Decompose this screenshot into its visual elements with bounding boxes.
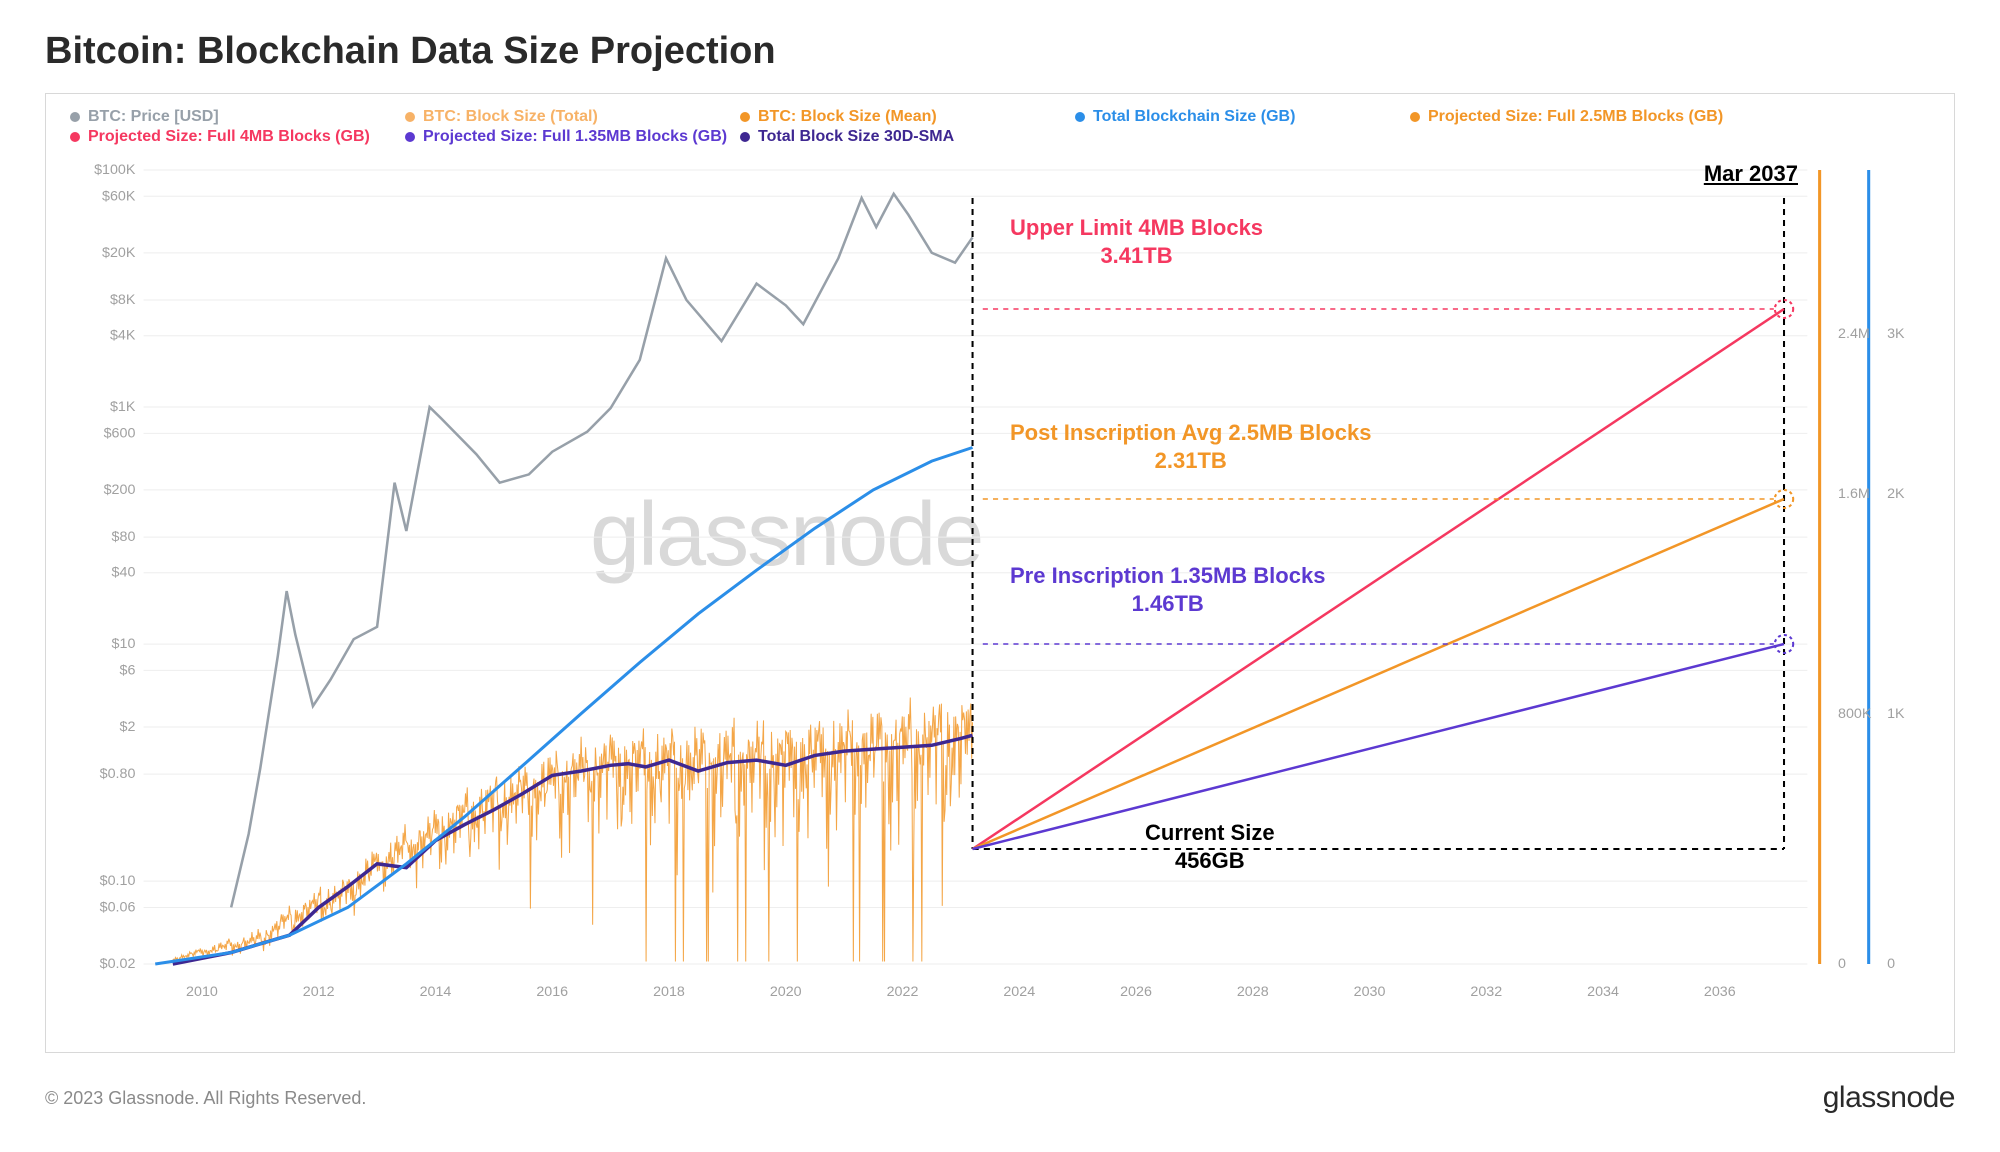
svg-text:$40: $40 bbox=[112, 564, 136, 580]
legend-dot bbox=[405, 112, 415, 122]
svg-text:1K: 1K bbox=[1887, 705, 1905, 721]
annot-upper-l2: 3.41TB bbox=[1010, 242, 1263, 270]
page-title: Bitcoin: Blockchain Data Size Projection bbox=[45, 30, 1955, 73]
legend-dot bbox=[740, 112, 750, 122]
svg-text:$8K: $8K bbox=[110, 291, 136, 307]
legend-label: BTC: Price [USD] bbox=[88, 108, 219, 126]
annot-mid: Post Inscription Avg 2.5MB Blocks 2.31TB bbox=[1010, 419, 1371, 474]
svg-text:2032: 2032 bbox=[1470, 983, 1502, 999]
svg-text:3K: 3K bbox=[1887, 325, 1905, 341]
annot-current-l1: Current Size bbox=[1145, 819, 1275, 847]
footer: © 2023 Glassnode. All Rights Reserved. g… bbox=[45, 1081, 1955, 1115]
annot-current: Current Size 456GB bbox=[1145, 819, 1275, 874]
annot-lower-l2: 1.46TB bbox=[1010, 590, 1325, 618]
svg-text:$200: $200 bbox=[104, 481, 136, 497]
svg-text:$4K: $4K bbox=[110, 327, 136, 343]
legend-label: Projected Size: Full 4MB Blocks (GB) bbox=[88, 128, 370, 146]
svg-text:2016: 2016 bbox=[536, 983, 568, 999]
svg-text:2028: 2028 bbox=[1237, 983, 1269, 999]
legend-item: Projected Size: Full 2.5MB Blocks (GB) bbox=[1410, 108, 1745, 126]
legend-item: BTC: Block Size (Total) bbox=[405, 108, 740, 126]
legend-dot bbox=[405, 132, 415, 142]
legend-label: Projected Size: Full 1.35MB Blocks (GB) bbox=[423, 128, 727, 146]
svg-text:2014: 2014 bbox=[420, 983, 452, 999]
svg-text:$80: $80 bbox=[112, 528, 136, 544]
legend-dot bbox=[70, 132, 80, 142]
legend-dot bbox=[1075, 112, 1085, 122]
annot-lower: Pre Inscription 1.35MB Blocks 1.46TB bbox=[1010, 562, 1325, 617]
annot-mid-l2: 2.31TB bbox=[1010, 447, 1371, 475]
legend-label: Total Block Size 30D-SMA bbox=[758, 128, 954, 146]
legend-label: Total Blockchain Size (GB) bbox=[1093, 108, 1295, 126]
plot-area: glassnode $100K$60K$20K$8K$4K$1K$600$200… bbox=[70, 154, 1930, 1014]
svg-text:$2: $2 bbox=[120, 718, 136, 734]
svg-text:2K: 2K bbox=[1887, 485, 1905, 501]
svg-text:$20K: $20K bbox=[102, 244, 136, 260]
chart-frame: BTC: Price [USD] BTC: Block Size (Total) B… bbox=[45, 93, 1955, 1053]
legend-label: BTC: Block Size (Mean) bbox=[758, 108, 937, 126]
annot-date-marker: Mar 2037 bbox=[1704, 160, 1798, 188]
svg-text:$10: $10 bbox=[112, 635, 136, 651]
svg-text:2010: 2010 bbox=[186, 983, 218, 999]
legend-item: Total Block Size 30D-SMA bbox=[740, 128, 1075, 146]
svg-text:2012: 2012 bbox=[303, 983, 335, 999]
copyright-text: © 2023 Glassnode. All Rights Reserved. bbox=[45, 1088, 366, 1109]
svg-text:$6: $6 bbox=[120, 662, 136, 678]
svg-text:0: 0 bbox=[1887, 955, 1895, 971]
legend-dot bbox=[70, 112, 80, 122]
annot-upper: Upper Limit 4MB Blocks 3.41TB bbox=[1010, 214, 1263, 269]
svg-text:2030: 2030 bbox=[1354, 983, 1386, 999]
svg-text:2036: 2036 bbox=[1704, 983, 1736, 999]
svg-text:2026: 2026 bbox=[1120, 983, 1152, 999]
svg-text:2022: 2022 bbox=[887, 983, 919, 999]
legend: BTC: Price [USD] BTC: Block Size (Total) B… bbox=[70, 108, 1930, 148]
svg-text:1.6M: 1.6M bbox=[1838, 485, 1870, 501]
legend-dot bbox=[1410, 112, 1420, 122]
svg-text:2.4M: 2.4M bbox=[1838, 325, 1870, 341]
brand-logo: glassnode bbox=[1823, 1081, 1955, 1115]
svg-text:$0.10: $0.10 bbox=[100, 872, 136, 888]
svg-text:$0.80: $0.80 bbox=[100, 765, 136, 781]
svg-text:$1K: $1K bbox=[110, 398, 136, 414]
svg-text:2024: 2024 bbox=[1003, 983, 1035, 999]
svg-text:2018: 2018 bbox=[653, 983, 685, 999]
svg-text:$600: $600 bbox=[104, 424, 136, 440]
legend-item: Total Blockchain Size (GB) bbox=[1075, 108, 1410, 126]
legend-item: BTC: Block Size (Mean) bbox=[740, 108, 1075, 126]
svg-text:2020: 2020 bbox=[770, 983, 802, 999]
legend-label: BTC: Block Size (Total) bbox=[423, 108, 598, 126]
legend-label: Projected Size: Full 2.5MB Blocks (GB) bbox=[1428, 108, 1723, 126]
legend-dot bbox=[740, 132, 750, 142]
svg-text:$60K: $60K bbox=[102, 187, 136, 203]
annot-lower-l1: Pre Inscription 1.35MB Blocks bbox=[1010, 562, 1325, 590]
svg-text:0: 0 bbox=[1838, 955, 1846, 971]
annot-mid-l1: Post Inscription Avg 2.5MB Blocks bbox=[1010, 419, 1371, 447]
legend-item: Projected Size: Full 4MB Blocks (GB) bbox=[70, 128, 405, 146]
svg-text:$100K: $100K bbox=[94, 161, 136, 177]
legend-item: Projected Size: Full 1.35MB Blocks (GB) bbox=[405, 128, 740, 146]
svg-text:$0.02: $0.02 bbox=[100, 955, 136, 971]
legend-item: BTC: Price [USD] bbox=[70, 108, 405, 126]
annot-current-l2: 456GB bbox=[1145, 847, 1275, 875]
svg-text:$0.06: $0.06 bbox=[100, 899, 136, 915]
svg-text:800K: 800K bbox=[1838, 705, 1872, 721]
annot-upper-l1: Upper Limit 4MB Blocks bbox=[1010, 214, 1263, 242]
svg-text:2034: 2034 bbox=[1587, 983, 1619, 999]
